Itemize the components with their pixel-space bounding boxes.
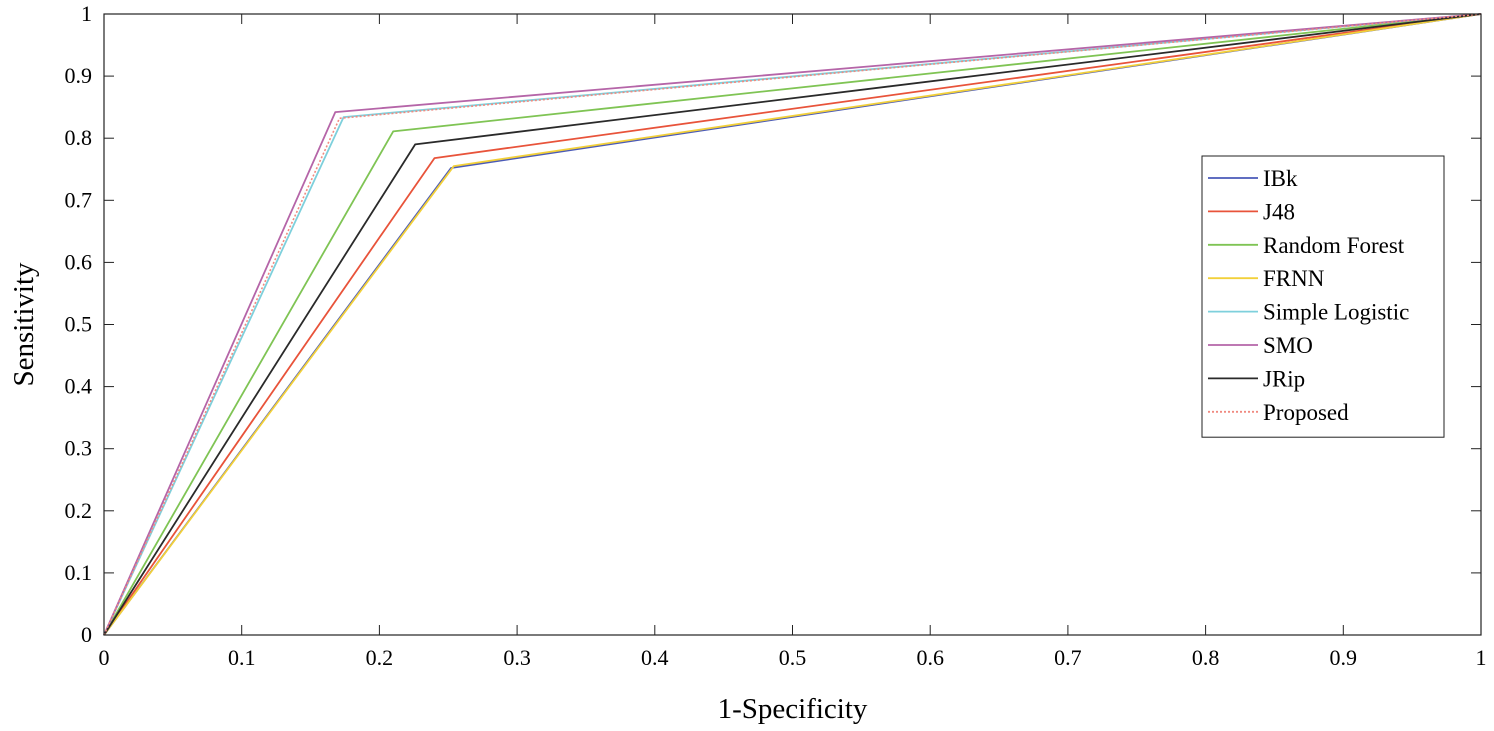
y-tick-label: 0 — [81, 622, 92, 647]
series-line-proposed — [103, 13, 1482, 636]
y-axis: 0 0.1 0.2 0.3 0.4 0.5 0.6 0.7 0.8 0.9 1 — [65, 1, 1481, 647]
x-tick-label: 0.7 — [1054, 645, 1082, 670]
legend-label: Simple Logistic — [1263, 300, 1409, 325]
legend-label: JRip — [1263, 366, 1305, 391]
legend-label: J48 — [1263, 199, 1295, 224]
x-tick-label: 0.5 — [779, 645, 807, 670]
series-line-frnn — [103, 13, 1482, 636]
y-tick-label: 0.2 — [65, 498, 93, 523]
series-line-j48 — [103, 13, 1482, 636]
y-tick-label: 0.8 — [65, 125, 93, 150]
x-tick-label: 0.6 — [916, 645, 944, 670]
series-line-random-forest — [103, 13, 1482, 636]
y-tick-label: 0.9 — [65, 63, 93, 88]
x-tick-label: 0.3 — [503, 645, 531, 670]
x-tick-label: 0.4 — [641, 645, 669, 670]
legend-label: IBk — [1263, 166, 1298, 191]
x-axis-label: 1-Specificity — [718, 693, 868, 725]
x-tick-label: 1 — [1476, 645, 1487, 670]
y-tick-label: 0.4 — [65, 374, 93, 399]
legend-label: Random Forest — [1263, 233, 1405, 258]
x-tick-label: 0.1 — [228, 645, 256, 670]
x-tick-label: 0.9 — [1330, 645, 1358, 670]
y-tick-label: 1 — [81, 1, 92, 26]
x-tick-label: 0.2 — [366, 645, 394, 670]
legend-label: SMO — [1263, 333, 1313, 358]
x-axis: 0 0.1 0.2 0.3 0.4 0.5 0.6 0.7 0.8 0.9 1 — [99, 14, 1487, 670]
legend-box — [1201, 155, 1445, 438]
x-tick-label: 0.8 — [1192, 645, 1220, 670]
y-tick-label: 0.5 — [65, 312, 93, 337]
y-axis-label: Sensitivity — [8, 262, 40, 387]
series-layer — [103, 13, 1482, 636]
y-tick-label: 0.1 — [65, 560, 93, 585]
y-tick-label: 0.7 — [65, 187, 93, 212]
series-line-smo — [103, 13, 1482, 636]
series-line-jrip — [103, 13, 1482, 636]
legend-label: Proposed — [1263, 400, 1349, 425]
x-tick-label: 0 — [99, 645, 110, 670]
legend-label: FRNN — [1263, 266, 1325, 291]
y-tick-label: 0.6 — [65, 249, 93, 274]
y-tick-label: 0.3 — [65, 436, 93, 461]
legend: IBk J48 Random Forest FRNN Simple Logistic SM… — [1201, 155, 1445, 438]
